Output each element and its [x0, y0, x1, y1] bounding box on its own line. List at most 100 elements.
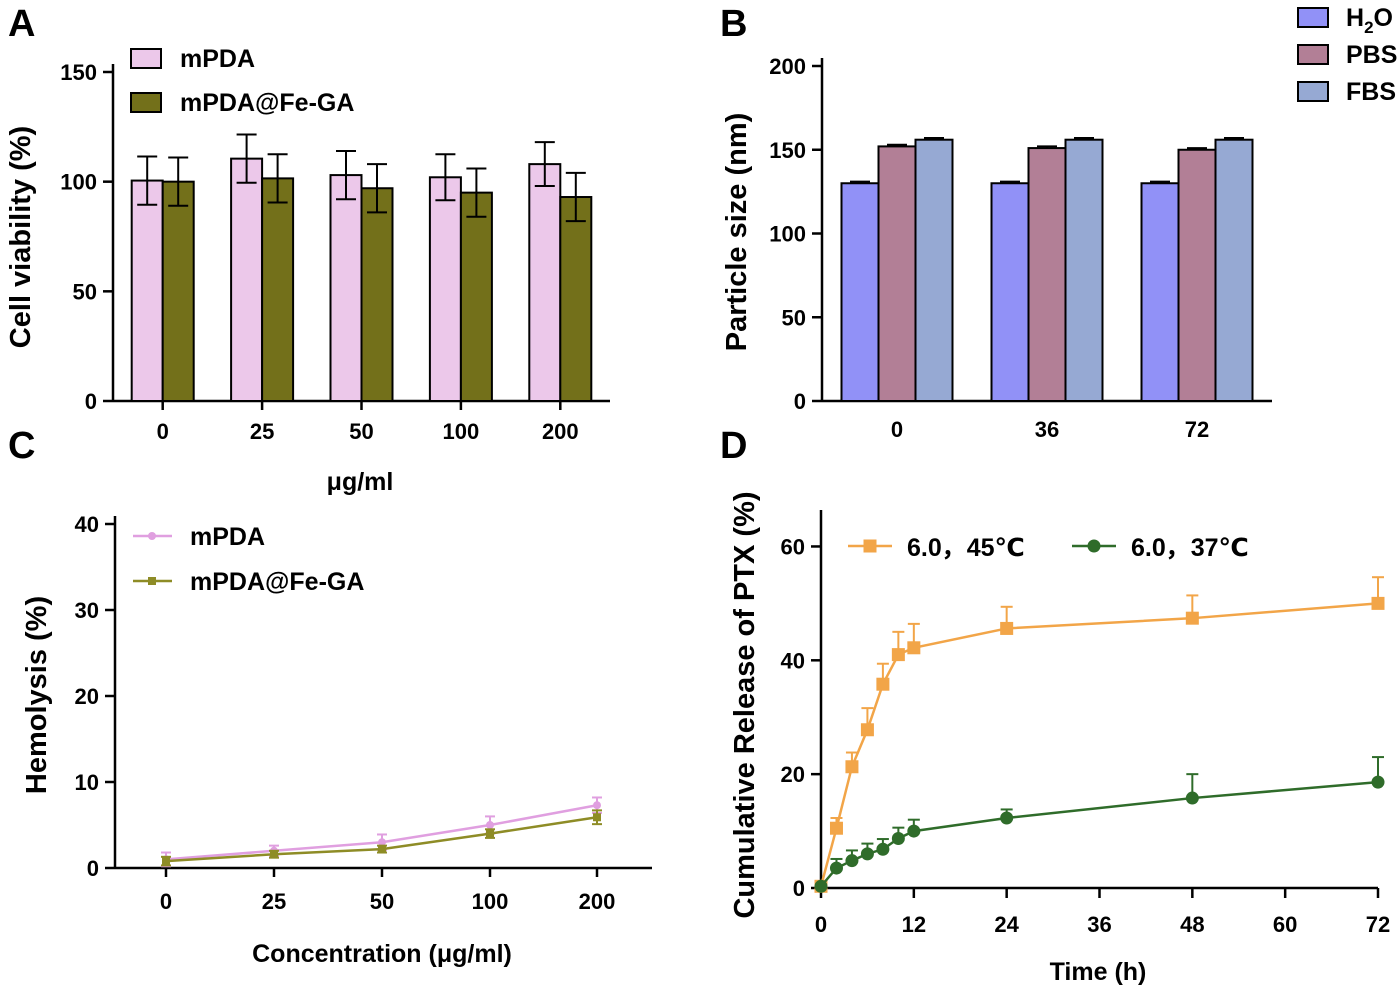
panel-c-legend-label: mPDA@Fe-GA [190, 568, 364, 596]
panel-d-series-line [820, 780, 1379, 888]
panel-d-legend-label: 6.0，45℃ [907, 534, 1025, 562]
panel-c-x-tick-label: 200 [579, 889, 616, 914]
panel-a: A Cell viability (%) μg/ml 0 50 100 150 0 25 5… [5, 3, 610, 496]
panel-d-point [891, 831, 905, 845]
panel-b: B Particle size (nm) 0 50 100 150 200 0 36 72 H2… [720, 3, 1397, 442]
panel-c-y-tick-label: 30 [75, 598, 99, 623]
panel-c-y-tick-label: 40 [75, 512, 99, 537]
panel-b-bar [1177, 148, 1217, 402]
panel-a-bar [559, 196, 593, 402]
panel-c-point [593, 813, 601, 822]
panel-d-point [876, 842, 890, 856]
panel-d-point [1371, 775, 1385, 789]
panel-d-y-tick-label: 20 [781, 762, 805, 787]
panel-a-label: A [8, 3, 35, 45]
panel-b-y-tick-label: 100 [769, 222, 806, 247]
panel-b-legend-swatch [1297, 81, 1329, 102]
panel-d-point [1000, 621, 1014, 635]
panel-a-bar [161, 180, 195, 402]
panel-c-plot: 0 10 20 30 40 0 25 50 100 200 mPDA mPDA@Fe-GA [75, 512, 652, 914]
panel-d-point [829, 861, 843, 875]
panel-c-y-axis-label: Hemolysis (%) [21, 596, 53, 794]
panel-b-y-tick-label: 0 [794, 389, 806, 414]
panel-a-bar [459, 191, 493, 402]
panel-b-label: B [720, 3, 747, 45]
panel-c-point [486, 821, 494, 829]
panel-c-point [270, 850, 278, 859]
panel-c-legend-marker [148, 577, 156, 585]
panel-d-legend-marker [1087, 539, 1101, 553]
panel-d-point [876, 677, 890, 691]
panel-b-y-tick-label: 200 [769, 54, 806, 79]
panel-c-legend-marker [148, 532, 156, 540]
panel-d-x-axis-label: Time (h) [1050, 958, 1147, 986]
panel-d-x-tick-label: 60 [1273, 912, 1297, 937]
panel-d-plot: 0 20 40 60 0 12 24 36 48 60 72 6.0，45℃ 6.0，37℃ [781, 510, 1390, 937]
panel-d-y-tick-label: 40 [781, 648, 805, 673]
panel-a-x-axis-label: μg/ml [327, 468, 394, 496]
panel-a-y-axis-label: Cell viability (%) [5, 126, 37, 348]
panel-a-y-tick-label: 150 [60, 60, 97, 85]
panel-d-point [860, 847, 874, 861]
panel-c-label: C [8, 425, 35, 467]
panel-d-y-axis-label: Cumulative Release of PTX (%) [729, 491, 761, 918]
panel-a-bar [428, 176, 462, 402]
panel-d-x-tick-label: 36 [1087, 912, 1111, 937]
panel-a-x-tick-label: 0 [157, 419, 169, 444]
panel-d-point [1185, 791, 1199, 805]
panel-a-y-tick-label: 0 [85, 389, 97, 414]
panel-b-y-axis-label: Particle size (nm) [721, 113, 753, 352]
panel-b-bar [990, 182, 1030, 402]
panel-c-legend-label: mPDA [190, 523, 265, 551]
panel-a-y-tick-label: 100 [60, 170, 97, 195]
panel-a-legend-swatch [130, 92, 162, 113]
panel-d-y-tick-label: 0 [793, 876, 805, 901]
panel-b-x-tick-label: 36 [1035, 417, 1059, 442]
panel-a-legend-label: mPDA [180, 45, 255, 73]
panel-a-bar [130, 179, 164, 402]
panel-b-bar [840, 182, 880, 402]
panel-b-bar [1214, 138, 1254, 402]
panel-b-legend-swatch [1297, 7, 1329, 28]
panel-d: D Cumulative Release of PTX (%) Time (h)… [720, 425, 1390, 986]
panel-b-bar [877, 145, 917, 402]
panel-b-legend-swatch [1297, 44, 1329, 65]
panel-b-bar [1064, 138, 1104, 402]
panel-c-point [378, 845, 386, 854]
panel-c-y-tick-label: 20 [75, 684, 99, 709]
panel-a-x-tick-label: 25 [250, 419, 274, 444]
panel-b-legend-label: PBS [1346, 41, 1397, 69]
panel-a-bar [261, 177, 295, 402]
panel-c-point [378, 838, 386, 847]
panel-c-x-tick-label: 25 [262, 889, 286, 914]
panel-b-x-tick-label: 0 [891, 417, 903, 442]
panel-c-x-tick-label: 0 [160, 889, 172, 914]
panel-c-point [162, 857, 170, 866]
panel-d-x-tick-label: 0 [815, 912, 827, 937]
panel-c-x-tick-label: 50 [370, 889, 394, 914]
panel-d-point [860, 723, 874, 737]
panel-b-plot: 0 50 100 150 200 0 36 72 H2O PBS FBS [769, 4, 1397, 442]
panel-d-x-tick-label: 72 [1366, 912, 1390, 937]
panel-b-x-tick-label: 72 [1185, 417, 1209, 442]
panel-b-bar [1027, 147, 1067, 402]
panel-a-legend-label: mPDA@Fe-GA [180, 89, 354, 117]
panel-d-point [814, 879, 828, 893]
panel-a-bar [230, 157, 264, 402]
panel-d-point [845, 854, 859, 868]
panel-c-y-tick-label: 10 [75, 770, 99, 795]
panel-c-point [486, 829, 494, 838]
panel-d-point [1371, 596, 1385, 610]
panel-d-legend-marker [863, 539, 877, 553]
panel-c-x-tick-label: 100 [472, 889, 509, 914]
panel-d-x-tick-label: 24 [994, 912, 1019, 937]
panel-b-legend-label: FBS [1346, 78, 1396, 106]
panel-d-point [907, 824, 921, 838]
panel-d-point [907, 641, 921, 655]
panel-a-bar [528, 163, 562, 402]
panel-d-series-line [819, 602, 1379, 887]
panel-d-legend-label: 6.0，37℃ [1131, 534, 1249, 562]
panel-d-point [845, 760, 859, 774]
panel-b-bar [914, 138, 954, 402]
